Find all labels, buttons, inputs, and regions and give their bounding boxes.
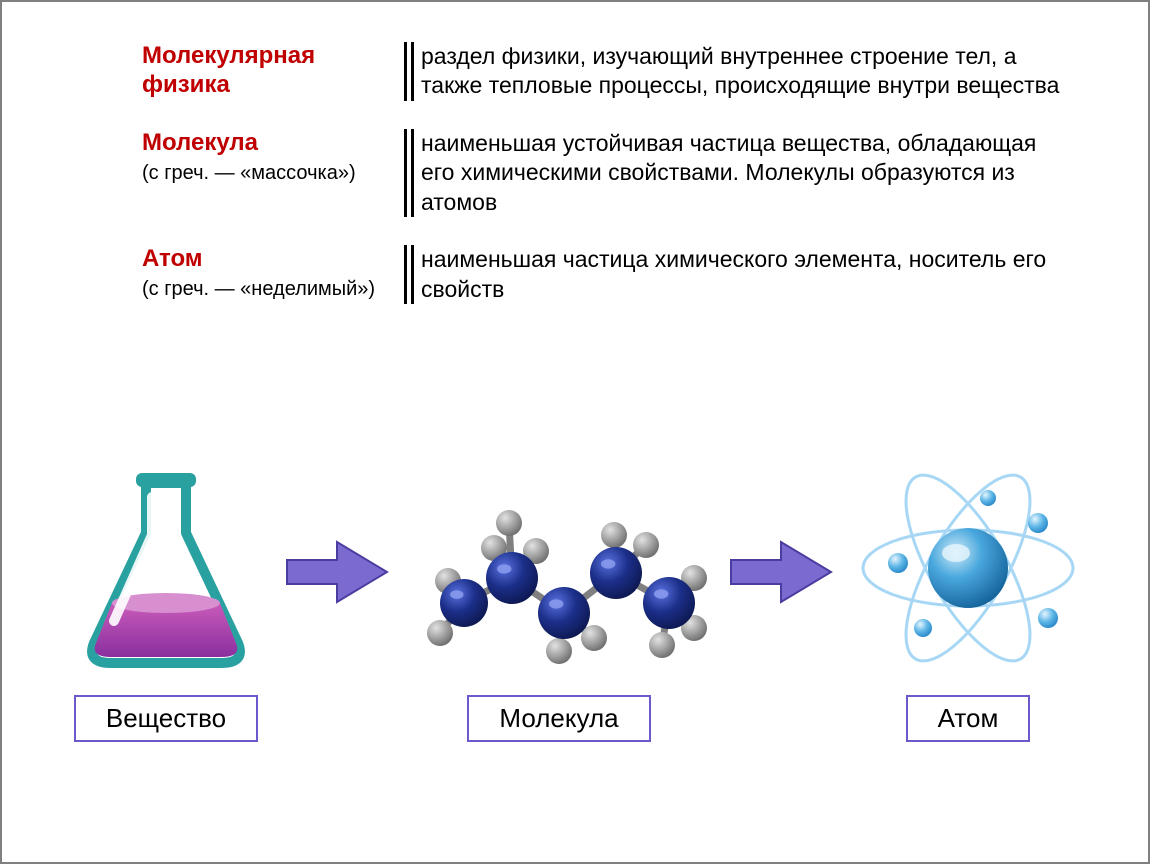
definition-separator — [397, 129, 421, 217]
term-title: Молекулярная физика — [142, 42, 397, 100]
term-block: Атом (с греч. — «неделимый») — [142, 245, 397, 304]
term-title: Молекула — [142, 129, 397, 158]
arrow-right-icon — [726, 532, 836, 612]
definition-separator — [397, 42, 421, 101]
illustration-row: Вещество — [52, 442, 1098, 742]
definition-body: наименьшая устойчивая частица вещества, … — [421, 129, 1068, 217]
definition-row: Атом (с греч. — «неделимый») наименьшая … — [142, 245, 1068, 304]
definition-body: раздел физики, изучающий внутреннее стро… — [421, 42, 1068, 101]
definition-row: Молекула (с греч. — «массочка») наименьш… — [142, 129, 1068, 217]
definition-body: наименьшая частица химического элемента,… — [421, 245, 1068, 304]
term-subtitle: (с греч. — «неделимый») — [142, 276, 397, 302]
arrow-cell — [280, 532, 394, 652]
term-block: Молекулярная физика — [142, 42, 397, 101]
atom-cell: Атом — [838, 442, 1098, 742]
arrow-cell — [724, 532, 838, 652]
molecule-icon — [394, 453, 724, 683]
label-flask: Вещество — [74, 695, 258, 742]
definitions-list: Молекулярная физика раздел физики, изуча… — [142, 42, 1068, 304]
flask-cell: Вещество — [52, 442, 280, 742]
molecule-cell: Молекула — [394, 442, 724, 742]
term-title: Атом — [142, 245, 397, 274]
arrow-right-icon — [282, 532, 392, 612]
definition-row: Молекулярная физика раздел физики, изуча… — [142, 42, 1068, 101]
flask-icon — [66, 453, 266, 683]
slide-page: Молекулярная физика раздел физики, изуча… — [0, 0, 1150, 864]
term-block: Молекула (с греч. — «массочка») — [142, 129, 397, 217]
label-molecule: Молекула — [467, 695, 650, 742]
definition-separator — [397, 245, 421, 304]
atom-icon — [838, 443, 1098, 683]
label-atom: Атом — [906, 695, 1031, 742]
term-subtitle: (с греч. — «массочка») — [142, 160, 397, 186]
